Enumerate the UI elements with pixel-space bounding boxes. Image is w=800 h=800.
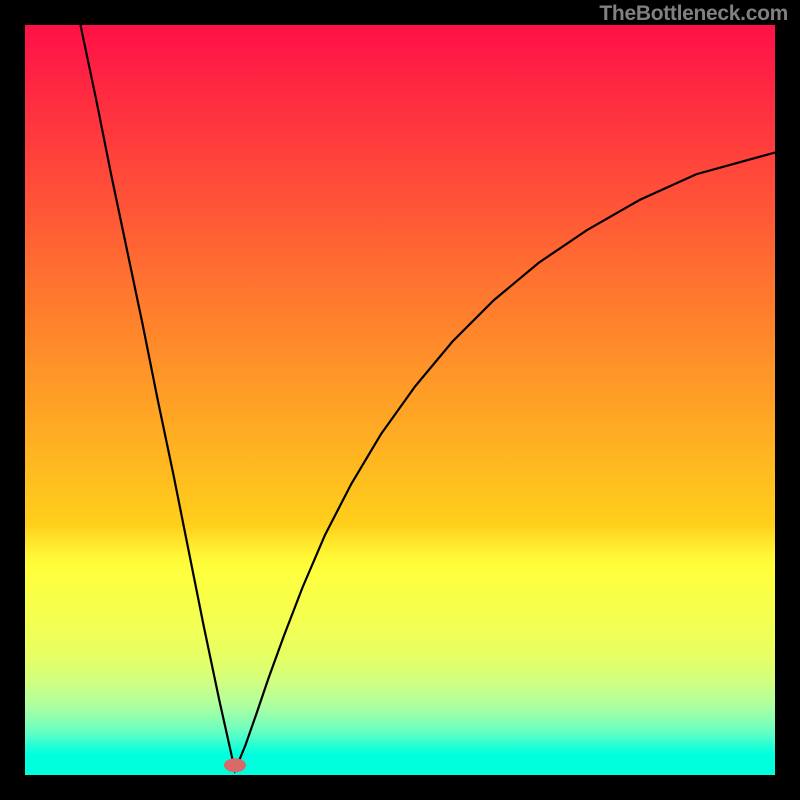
watermark-text: TheBottleneck.com — [599, 2, 788, 26]
bottleneck-chart: TheBottleneck.com — [0, 0, 800, 800]
gradient-background — [25, 25, 775, 775]
chart-svg — [25, 25, 775, 775]
plot-area — [25, 25, 775, 775]
optimal-point-marker — [224, 758, 246, 772]
